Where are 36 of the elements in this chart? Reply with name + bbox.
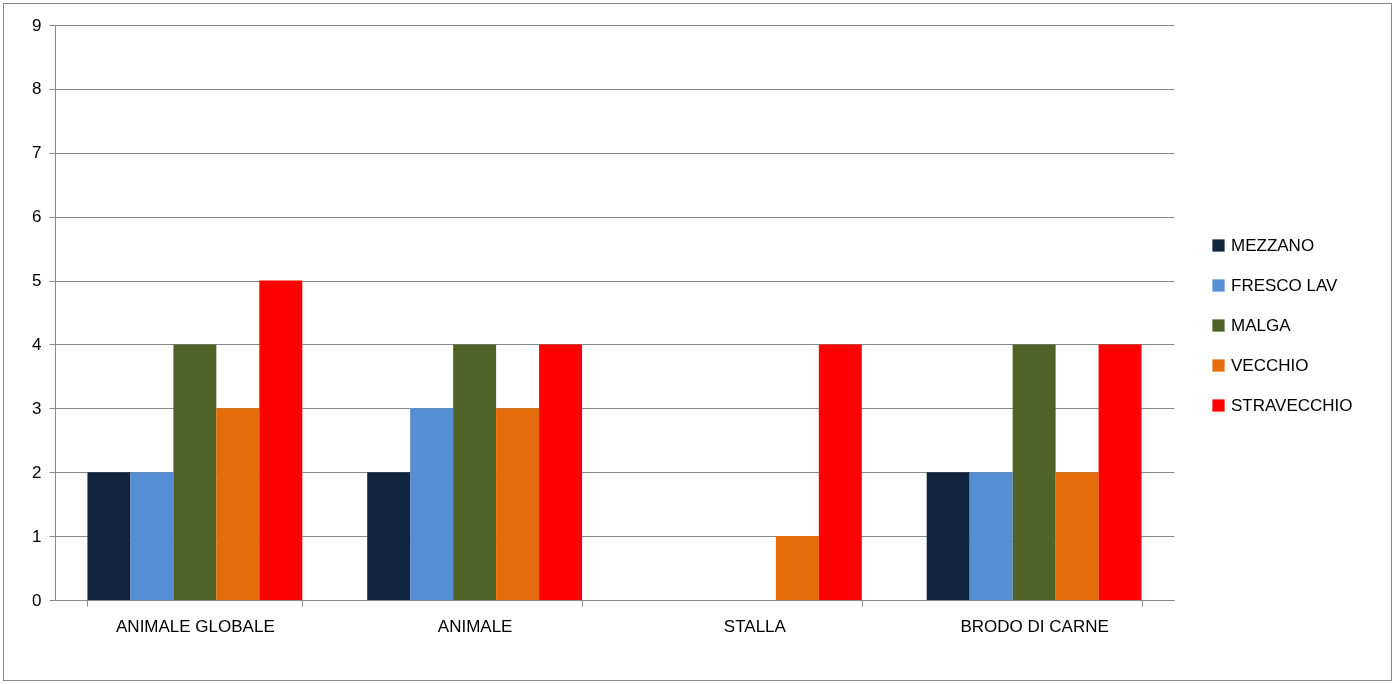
y-tick-label: 8 (32, 79, 42, 99)
bar (367, 472, 411, 600)
bar (775, 536, 819, 600)
bar (969, 472, 1013, 600)
bar (173, 344, 217, 600)
bar (410, 408, 454, 600)
legend-label: MEZZANO (1231, 235, 1315, 255)
x-tick-label: ANIMALE (437, 616, 513, 636)
bar (87, 472, 131, 600)
legend-label: VECCHIO (1231, 355, 1309, 375)
bar (1055, 472, 1099, 600)
legend-label: MALGA (1231, 315, 1292, 335)
bar (926, 472, 970, 600)
y-tick-label: 4 (32, 334, 42, 354)
bar (818, 344, 862, 600)
y-tick-label: 0 (32, 590, 42, 610)
x-tick-label: STALLA (723, 616, 787, 636)
bar (1012, 344, 1056, 600)
y-tick-label: 7 (32, 143, 42, 163)
y-tick-label: 3 (32, 398, 42, 418)
y-tick-label: 2 (32, 462, 42, 482)
y-tick-label: 9 (32, 15, 42, 35)
x-tick-label: BRODO DI CARNE (960, 616, 1109, 636)
bar (259, 280, 303, 600)
bar (1098, 344, 1142, 600)
bar (216, 408, 260, 600)
bar (539, 344, 583, 600)
legend-label: STRAVECCHIO (1231, 395, 1353, 415)
y-tick-label: 1 (32, 526, 42, 546)
y-tick-label: 6 (32, 207, 42, 227)
bar (496, 408, 540, 600)
bar (130, 472, 174, 600)
bar (453, 344, 497, 600)
x-tick-label: ANIMALE GLOBALE (116, 616, 275, 636)
legend-label: FRESCO LAV (1231, 275, 1339, 295)
y-tick-label: 5 (32, 271, 42, 291)
